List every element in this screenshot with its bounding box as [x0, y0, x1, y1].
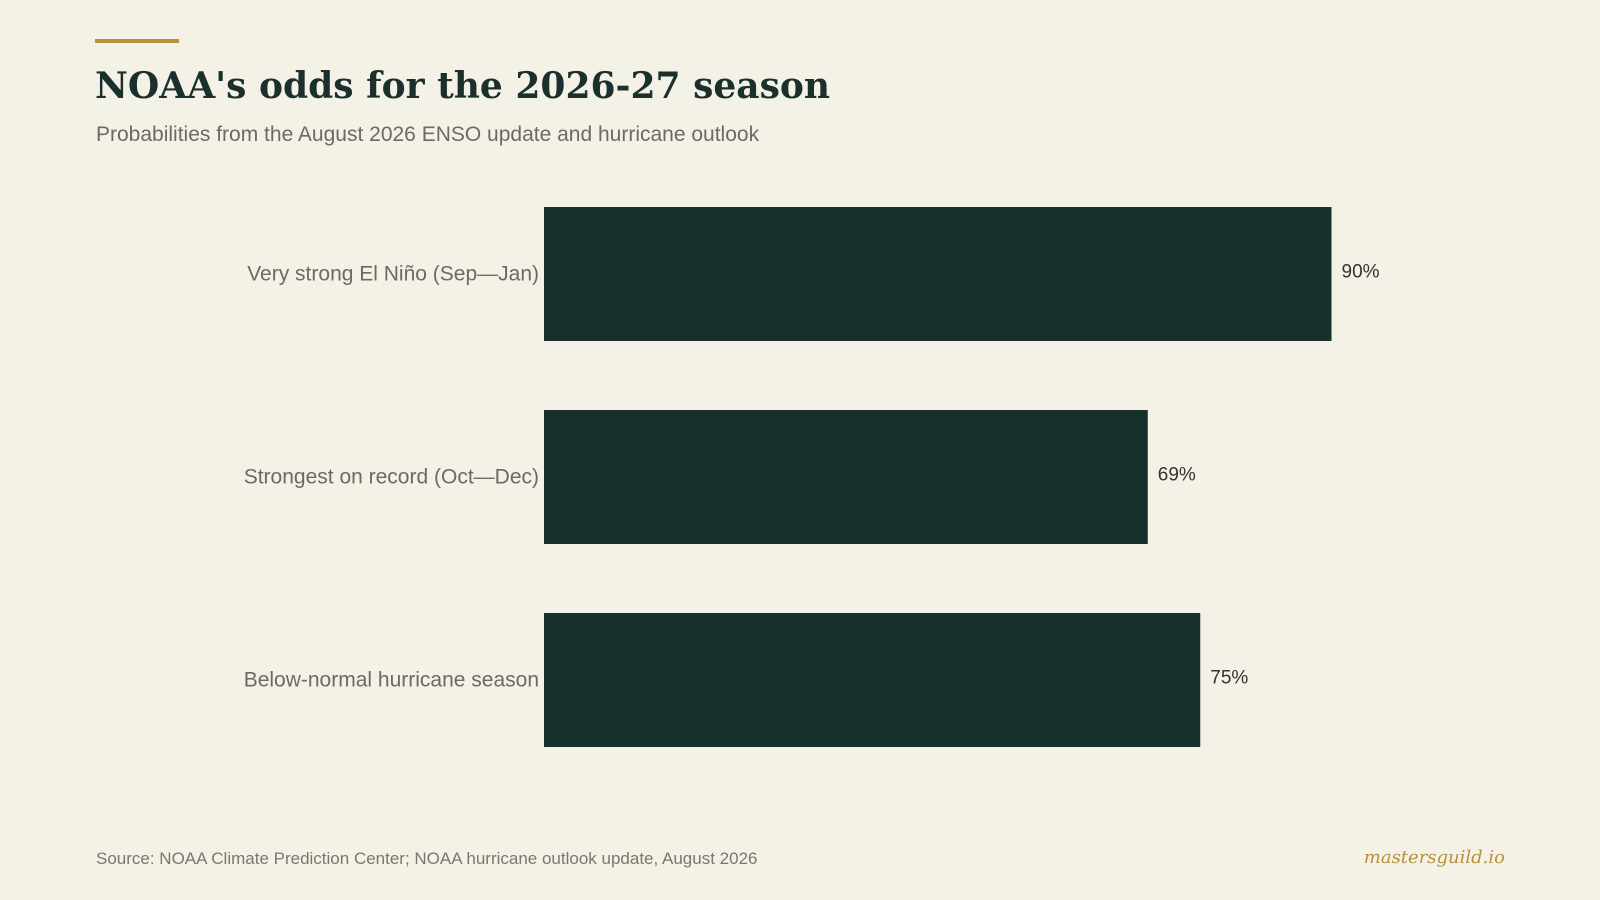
- category-label: Very strong El Niño (Sep—Jan): [247, 263, 539, 286]
- chart-subtitle: Probabilities from the August 2026 ENSO …: [96, 123, 760, 146]
- value-label: 90%: [1342, 262, 1380, 283]
- brand-logo: mastersguild.io: [1363, 847, 1505, 868]
- value-label: 69%: [1158, 465, 1196, 486]
- source-note: Source: NOAA Climate Prediction Center; …: [96, 849, 758, 868]
- value-label: 75%: [1210, 668, 1248, 689]
- bar-2: [544, 410, 1148, 544]
- bar-1: [544, 207, 1332, 341]
- chart-title: NOAA's odds for the 2026-27 season: [95, 65, 831, 107]
- category-label: Strongest on record (Oct—Dec): [244, 466, 539, 489]
- bar-3: [544, 613, 1201, 747]
- accent-line: [95, 39, 179, 43]
- category-label: Below-normal hurricane season: [244, 669, 539, 692]
